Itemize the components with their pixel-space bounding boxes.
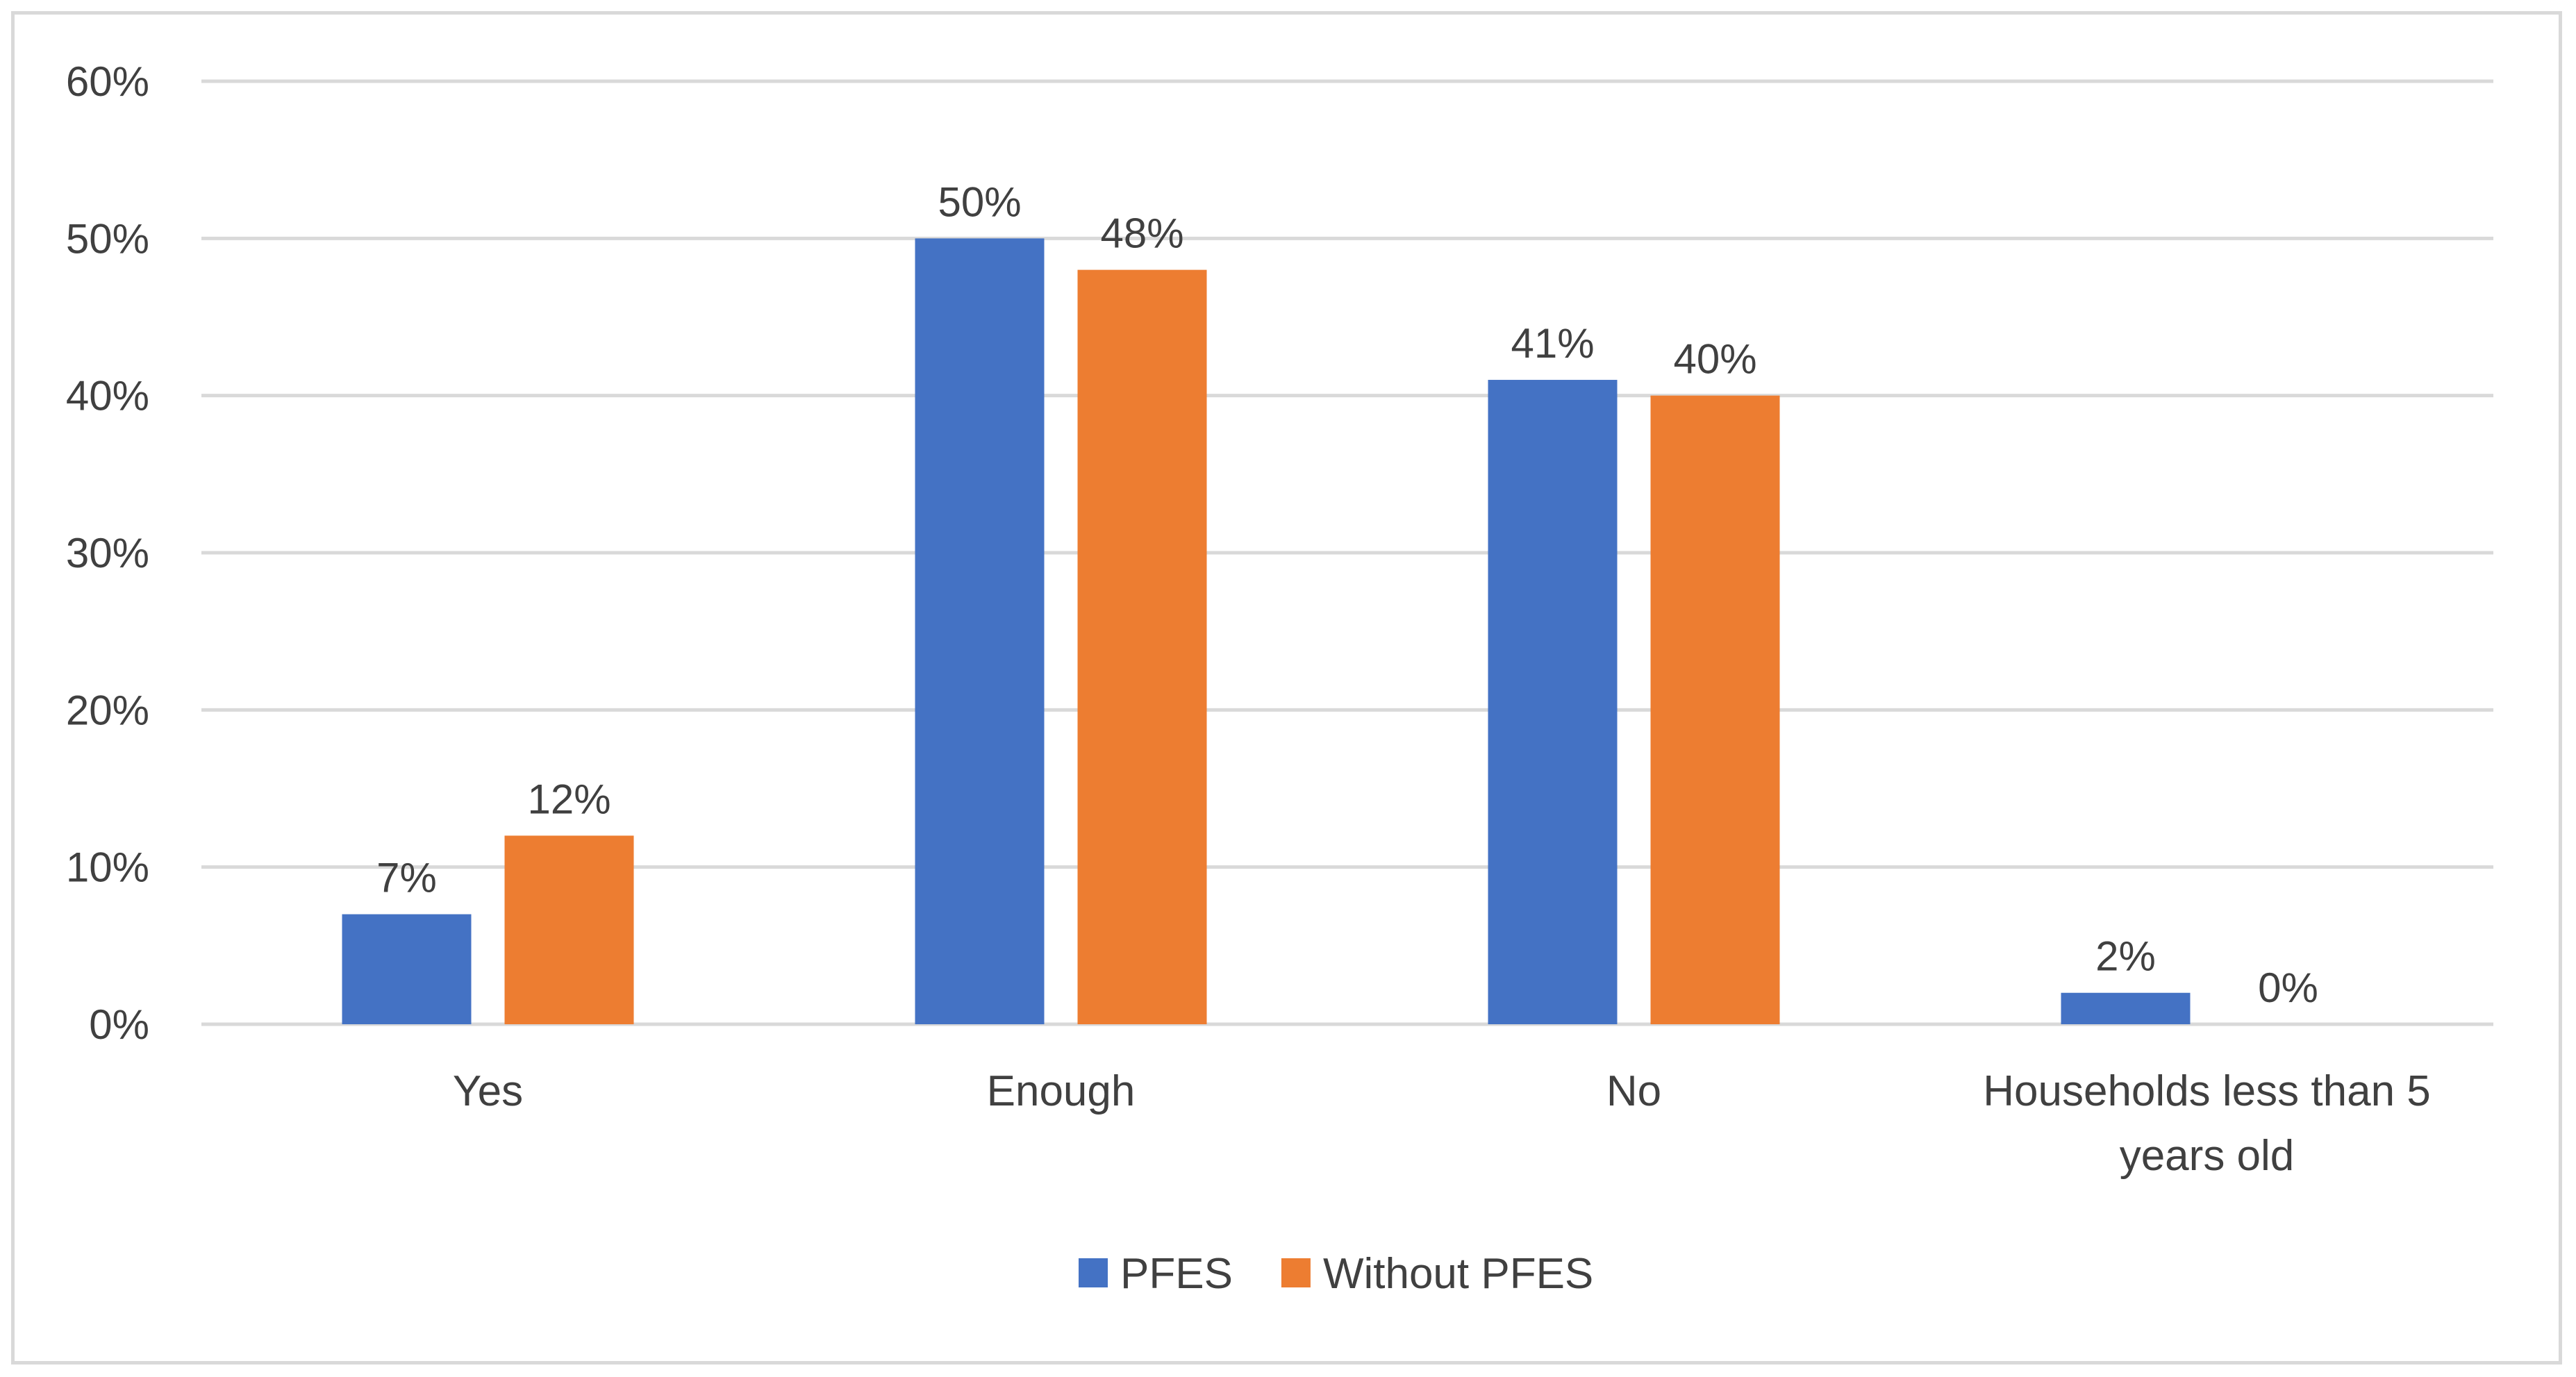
data-label: 50% — [938, 178, 1021, 225]
legend-label: PFES — [1120, 1250, 1233, 1298]
legend: PFES Without PFES — [1079, 1250, 1593, 1298]
bar-pfes-2 — [1488, 380, 1618, 1024]
data-label: 12% — [527, 776, 610, 822]
y-tick-label: 10% — [66, 844, 149, 891]
data-label: 2% — [2095, 933, 2156, 980]
bar-pfes-0 — [342, 914, 472, 1024]
data-labels: 7% 12% 50% 48% 41% 40% 2% 0% — [376, 178, 2318, 1011]
bars — [342, 238, 2191, 1025]
bar-pfes-1 — [915, 238, 1045, 1024]
bar-without-pfes-1 — [1077, 269, 1207, 1025]
data-label: 48% — [1100, 210, 1183, 257]
y-tick-label: 30% — [66, 530, 149, 576]
bar-without-pfes-2 — [1650, 395, 1780, 1024]
data-label: 0% — [2258, 965, 2318, 1011]
y-axis-ticks: 0% 10% 20% 30% 40% 50% 60% — [66, 58, 149, 1048]
category-label: Enough — [987, 1067, 1136, 1115]
data-label: 41% — [1511, 320, 1594, 367]
data-label: 40% — [1673, 336, 1756, 383]
category-label: Households less than 5 — [1983, 1067, 2431, 1115]
category-label: years old — [2120, 1132, 2295, 1180]
category-label: Yes — [453, 1067, 523, 1115]
legend-swatch-without-pfes — [1281, 1258, 1311, 1287]
y-tick-label: 60% — [66, 58, 149, 105]
data-label: 7% — [376, 855, 437, 901]
bar-without-pfes-0 — [504, 835, 634, 1024]
y-tick-label: 0% — [89, 1001, 149, 1048]
bar-pfes-3 — [2061, 992, 2191, 1024]
x-axis-categories: Yes Enough No Households less than 5 years o… — [453, 1067, 2431, 1180]
legend-label: Without PFES — [1323, 1250, 1593, 1298]
y-tick-label: 50% — [66, 215, 149, 262]
y-tick-label: 20% — [66, 687, 149, 733]
y-tick-label: 40% — [66, 373, 149, 419]
legend-swatch-pfes — [1079, 1258, 1108, 1287]
category-label: No — [1606, 1067, 1661, 1115]
